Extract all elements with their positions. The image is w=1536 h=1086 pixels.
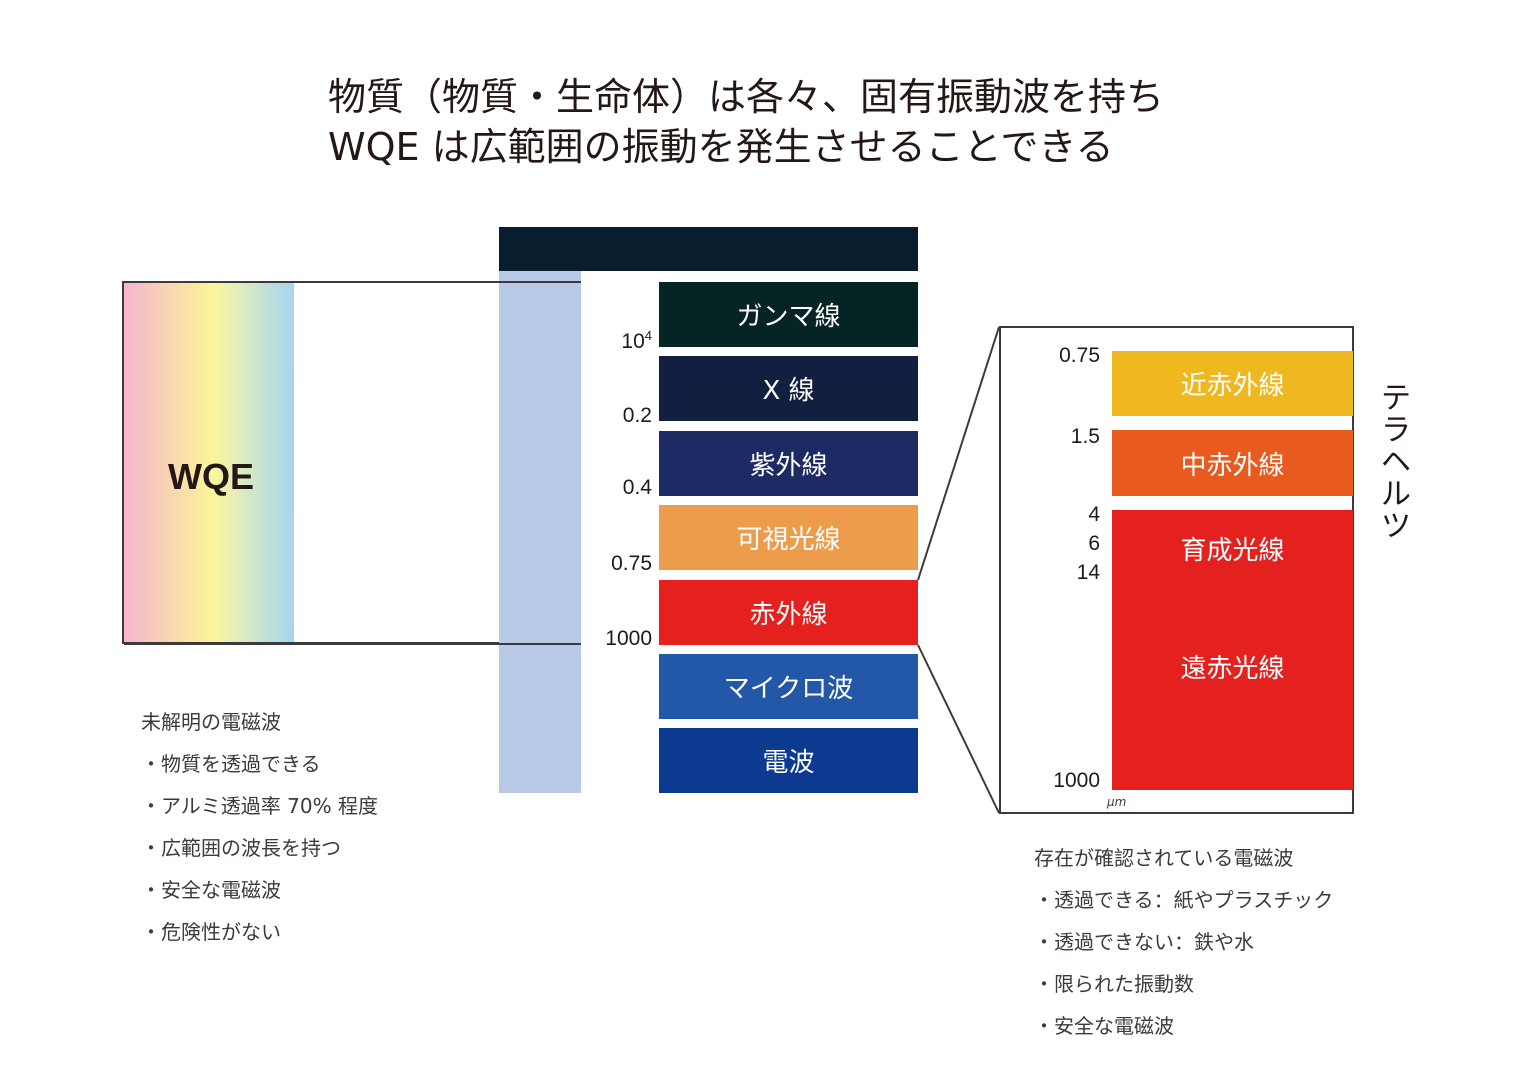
band-near-infrared: 近赤外線 (1112, 351, 1353, 416)
rtick-1-5: 1.5 (1070, 425, 1100, 448)
wqe-label: WQE (168, 456, 254, 497)
note-item: ・安全な電磁波 (1034, 1014, 1174, 1038)
note-item: ・アルミ透過率 70% 程度 (141, 794, 378, 818)
wqe-spectrum-gradient (124, 283, 294, 642)
rtick-14: 14 (1076, 561, 1100, 584)
band-visible-light: 可視光線 (659, 505, 918, 570)
band-microwave: マイクロ波 (659, 654, 918, 719)
tick-0-4: 0.4 (622, 476, 652, 499)
rtick-6: 6 (1088, 532, 1100, 555)
unknown-wave-notes: 未解明の電磁波 ・物質を透過できる ・アルミ透過率 70% 程度 ・広範囲の波長… (141, 701, 378, 953)
band-far-infrared-group: 育成光線 遠赤光線 (1112, 510, 1353, 790)
wqe-top-line (124, 281, 581, 283)
band-ultraviolet: 紫外線 (659, 431, 918, 496)
note-item: ・透過できる：紙やプラスチック (1034, 888, 1334, 912)
note-item: ・広範囲の波長を持つ (141, 836, 341, 860)
wqe-bottom-line (124, 643, 581, 645)
band-mid-infrared: 中赤外線 (1112, 430, 1353, 496)
note-item: ・透過できない：鉄や水 (1034, 930, 1254, 954)
note-item: ・限られた振動数 (1034, 972, 1194, 996)
band-gamma-ray: ガンマ線 (659, 282, 918, 347)
note-item: ・安全な電磁波 (141, 878, 281, 902)
rtick-0-75: 0.75 (1059, 344, 1100, 367)
band-radio-wave: 電波 (659, 728, 918, 793)
tick-0-2: 0.2 (622, 404, 652, 427)
tick-1000: 1000 (605, 627, 652, 650)
unit-micrometer: μm (1107, 795, 1127, 809)
wqe-range-column (499, 271, 581, 793)
note-item: ・危険性がない (141, 920, 281, 944)
rtick-1000: 1000 (1053, 769, 1100, 792)
band-growth-light: 育成光線 (1180, 536, 1285, 566)
rtick-4: 4 (1088, 503, 1100, 526)
infrared-detail-box (999, 326, 1354, 814)
spectrum-top-bar (499, 227, 918, 271)
notes-heading: 未解明の電磁波 (141, 710, 281, 734)
terahertz-label: テラヘルツ (1381, 381, 1411, 544)
known-wave-notes: 存在が確認されている電磁波 ・透過できる：紙やプラスチック ・透過できない：鉄や… (1034, 837, 1333, 1047)
band-x-ray: X 線 (659, 356, 918, 421)
note-item: ・物質を透過できる (141, 752, 321, 776)
tick-10e4: 104 (621, 328, 652, 353)
band-far-infrared: 遠赤光線 (1180, 654, 1285, 684)
band-infrared: 赤外線 (659, 580, 918, 645)
tick-0-75: 0.75 (611, 552, 652, 575)
notes-heading: 存在が確認されている電磁波 (1034, 846, 1294, 870)
title-line-2: WQE は広範囲の振動を発生させることできる (328, 125, 1114, 169)
title-line-1: 物質（物質・生命体）は各々、固有振動波を持ち (328, 75, 1165, 119)
